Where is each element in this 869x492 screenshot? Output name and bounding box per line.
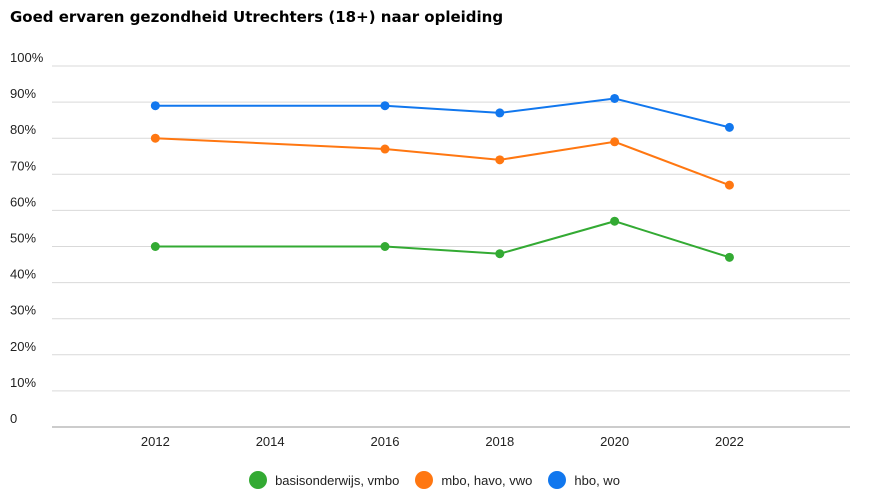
legend-label-hbo: hbo, wo [574,472,620,488]
x-tick-label: 2022 [715,434,744,449]
y-tick-label: 10% [10,375,36,390]
data-point[interactable] [495,249,505,259]
y-tick-label: 60% [10,194,36,209]
series-line [155,97,730,129]
y-tick-label: 70% [10,158,36,173]
x-tick-label: 2020 [600,434,629,449]
legend-label-mbo: mbo, havo, vwo [441,472,533,488]
chart-title: Goed ervaren gezondheid Utrechters (18+)… [10,8,504,26]
y-tick-label: 0 [10,411,17,426]
data-point[interactable] [380,242,390,251]
legend-swatch-basisonderwijs [249,471,268,489]
legend-label-basisonderwijs: basisonderwijs, vmbo [275,472,400,488]
data-point[interactable] [610,137,620,147]
y-tick-label: 40% [10,267,36,282]
data-point[interactable] [495,155,505,165]
legend: basisonderwijs, vmbo mbo, havo, vwo hbo,… [0,471,869,489]
y-tick-label: 80% [10,122,36,137]
data-point[interactable] [150,242,160,251]
data-point[interactable] [610,216,620,226]
y-tick-label: 50% [10,231,36,246]
x-tick-label: 2014 [256,434,285,449]
data-point[interactable] [724,180,734,190]
data-point[interactable] [724,122,734,132]
data-point[interactable] [150,133,160,143]
data-point[interactable] [150,101,160,111]
legend-item-mbo[interactable]: mbo, havo, vwo [415,471,532,489]
data-point[interactable] [724,252,734,262]
series-line [155,137,730,187]
data-point[interactable] [380,144,390,154]
legend-item-basisonderwijs[interactable]: basisonderwijs, vmbo [249,471,399,489]
y-tick-label: 30% [10,303,36,318]
y-tick-label: 20% [10,339,36,354]
data-point[interactable] [610,93,620,103]
legend-item-hbo[interactable]: hbo, wo [548,471,620,489]
y-tick-label: 100% [10,50,44,65]
x-tick-label: 2016 [371,434,400,449]
x-tick-label: 2018 [485,434,514,449]
y-tick-label: 90% [10,86,36,101]
data-point[interactable] [380,101,390,111]
x-tick-label: 2012 [141,434,170,449]
data-point[interactable] [495,108,505,118]
series-line [155,220,730,259]
legend-swatch-hbo [548,471,567,489]
legend-swatch-mbo [415,471,434,489]
